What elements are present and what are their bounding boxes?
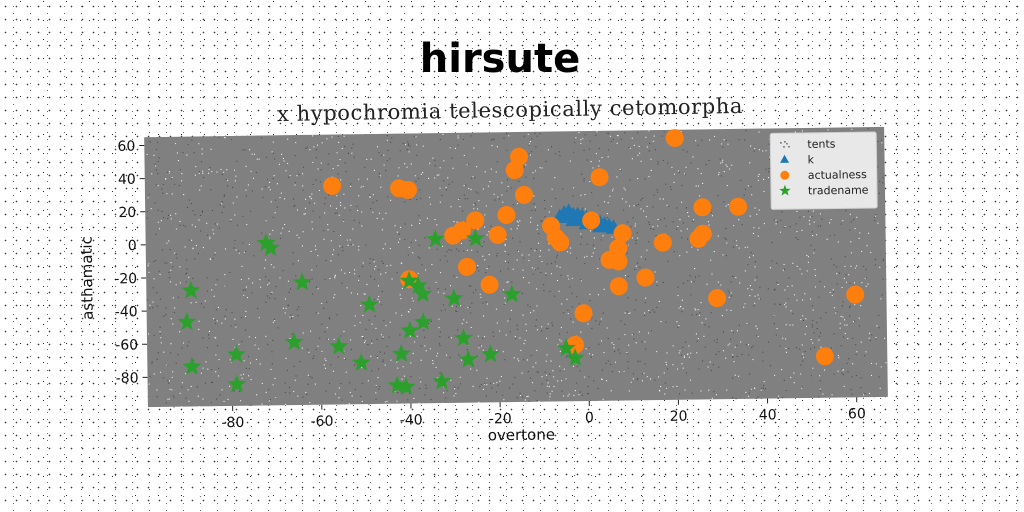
plot-noise: [146, 128, 887, 408]
data-point-tradename: [432, 371, 452, 390]
data-point-tradename: [565, 348, 585, 367]
data-point-actualness: [636, 268, 655, 287]
data-point-actualness: [609, 252, 628, 271]
data-point-actualness: [514, 185, 533, 204]
legend-marker-tents: [780, 141, 790, 148]
series-actualness: [323, 129, 865, 366]
data-point-actualness: [398, 180, 417, 199]
x-axis-ticks: -80 -60 -40 -20 0 20 40 60: [221, 397, 866, 431]
plot-area: -80 -60 -40 -20 0 20 40 60 6040200-20-40-60-80 …: [78, 126, 888, 444]
data-point-tradename: [284, 332, 304, 351]
data-point-tradename: [556, 338, 576, 357]
legend-label-actualness: actualness: [808, 168, 868, 182]
chart-title: hirsute: [420, 36, 580, 82]
data-point-actualness: [729, 197, 748, 216]
y-tick-label: 0: [128, 238, 137, 254]
legend-label-tents: tents: [807, 138, 836, 151]
data-point-actualness: [689, 229, 708, 248]
data-point-tradename: [359, 294, 379, 313]
data-point-tradename: [458, 349, 478, 368]
data-point-actualness: [609, 277, 628, 296]
y-tick-label: -60: [115, 337, 138, 353]
chart-subtitle: x hypochromia telescopically cetomorpha: [277, 94, 744, 126]
x-axis-label: overtone: [488, 425, 555, 444]
data-point-actualness: [590, 168, 609, 187]
data-point-tradename: [444, 288, 464, 307]
data-point-actualness: [708, 289, 727, 308]
data-point-actualness: [815, 347, 834, 366]
data-point-tradename: [396, 376, 416, 396]
x-tick-label: -60: [310, 414, 333, 430]
x-tick-label: 40: [759, 407, 777, 423]
data-point-actualness: [444, 226, 463, 245]
legend-box: [769, 131, 878, 210]
x-tick-label: -20: [489, 411, 512, 427]
data-point-tradename: [351, 352, 371, 371]
data-point-tradename: [261, 238, 281, 257]
data-point-tradename: [177, 312, 197, 331]
legend-label-tradename: tradename: [808, 184, 869, 198]
data-point-actualness: [846, 285, 865, 304]
data-point-tradename: [387, 375, 407, 394]
data-point-tradename: [391, 343, 411, 363]
data-point-k: [565, 211, 582, 227]
data-point-tradename: [413, 283, 433, 303]
data-point-actualness: [653, 233, 672, 252]
data-point-actualness: [323, 176, 342, 195]
data-point-tradename: [400, 320, 420, 339]
data-point-actualness: [574, 304, 593, 323]
x-tick-label: 60: [848, 406, 866, 422]
data-point-tradename: [465, 228, 485, 247]
y-tick-label: 20: [118, 205, 136, 221]
x-tick-label: 0: [585, 410, 594, 426]
y-tick-label: -80: [116, 370, 139, 386]
data-point-actualness: [480, 275, 499, 294]
data-point-tradename: [480, 344, 500, 363]
data-point-actualness: [566, 335, 585, 354]
data-point-actualness: [497, 205, 516, 224]
data-point-k: [592, 217, 609, 233]
x-tick-label: -80: [221, 415, 244, 431]
data-point-actualness: [488, 225, 507, 244]
data-point-tradename: [181, 280, 201, 299]
y-tick-label: 60: [117, 139, 135, 155]
data-point-tradename: [227, 374, 247, 393]
data-point-actualness: [613, 224, 632, 243]
data-point-tradename: [292, 272, 312, 291]
data-point-actualness: [693, 198, 712, 217]
data-point-tradename: [425, 229, 445, 248]
data-point-tradename: [226, 344, 246, 363]
legend-marker-k: [780, 154, 790, 163]
y-tick-label: -20: [114, 271, 137, 287]
legend-label-k: k: [807, 153, 814, 166]
plot-background: [144, 126, 888, 408]
data-point-actualness: [551, 233, 570, 252]
x-tick-label: 20: [670, 409, 688, 425]
y-axis-label: asthamatic: [78, 236, 97, 320]
data-point-tradename: [453, 328, 473, 347]
legend-marker-tradename: [779, 184, 791, 196]
data-point-actualness: [466, 211, 485, 230]
series-tradename: [177, 228, 585, 396]
data-point-actualness: [457, 257, 476, 276]
data-point-actualness: [505, 161, 524, 180]
data-point-tradename: [182, 356, 202, 375]
data-point-tradename: [413, 312, 433, 331]
y-tick-label: 40: [118, 172, 136, 188]
data-point-tradename: [408, 275, 428, 294]
x-tick-label: -40: [400, 412, 423, 428]
y-axis-ticks: 60 40 20 0 -20 -40 -60 -80: [114, 139, 148, 387]
data-marks: [177, 129, 865, 396]
data-point-actualness: [665, 129, 684, 148]
legend: tents k actualness tradename: [769, 131, 878, 210]
data-point-actualness: [582, 211, 601, 230]
legend-marker-actualness: [780, 170, 790, 180]
data-point-tradename: [502, 284, 522, 303]
y-tick-label: -40: [115, 304, 138, 320]
data-point-tradename: [329, 336, 349, 355]
